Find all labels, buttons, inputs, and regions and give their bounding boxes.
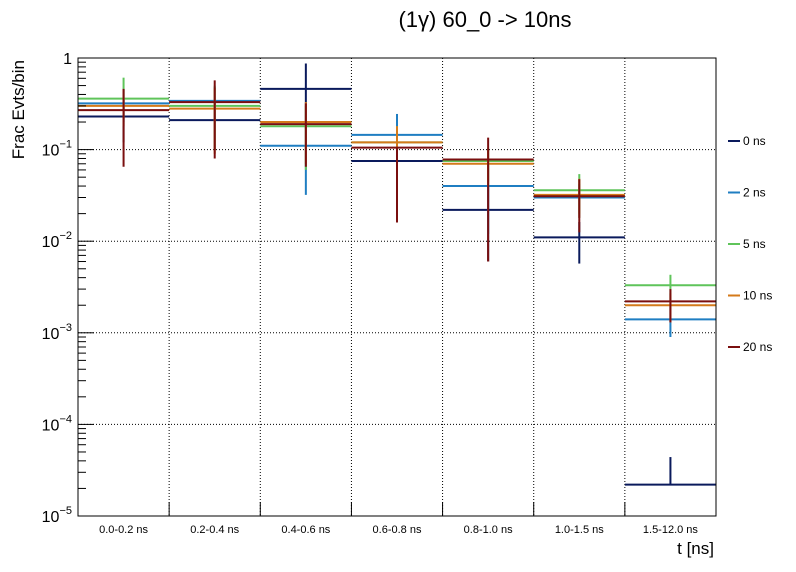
legend-label: 20 ns <box>743 340 772 354</box>
x-tick-label: 0.4-0.6 ns <box>281 524 330 536</box>
axes: 1 10−1 10−2 10−3 10−4 10−5 0.0-0.2 ns 0.2-0.4 n… <box>42 51 717 536</box>
legend-label: 0 ns <box>743 134 766 148</box>
y-tick-label: 10−2 <box>42 230 72 251</box>
legend-label: 10 ns <box>743 289 772 303</box>
plot-frame <box>77 57 717 517</box>
y-axis-label: Frac Evts/bin <box>9 60 28 159</box>
series-20-ns <box>78 80 716 323</box>
x-tick-label: 0.2-0.4 ns <box>190 524 239 536</box>
data-series <box>78 63 716 486</box>
grid-lines <box>78 58 716 516</box>
x-tick-label: 0.8-1.0 ns <box>464 524 513 536</box>
y-tick-label: 10−3 <box>42 322 72 343</box>
y-tick-label: 10−5 <box>42 505 72 526</box>
y-tick-label: 10−1 <box>42 139 72 160</box>
legend-label: 2 ns <box>743 186 766 200</box>
x-tick-label: 1.0-1.5 ns <box>555 524 604 536</box>
y-tick-label: 1 <box>63 51 72 68</box>
legend: 0 ns 2 ns 5 ns 10 ns 20 ns <box>728 134 772 354</box>
y-tick-label: 10−4 <box>42 413 72 434</box>
x-tick-label: 0.6-0.8 ns <box>373 524 422 536</box>
legend-label: 5 ns <box>743 237 766 251</box>
chart-title: (1γ) 60_0 -> 10ns <box>398 7 571 32</box>
x-tick-label: 0.0-0.2 ns <box>99 524 148 536</box>
x-axis-label: t [ns] <box>677 539 714 558</box>
x-tick-label: 1.5-12.0 ns <box>643 524 699 536</box>
